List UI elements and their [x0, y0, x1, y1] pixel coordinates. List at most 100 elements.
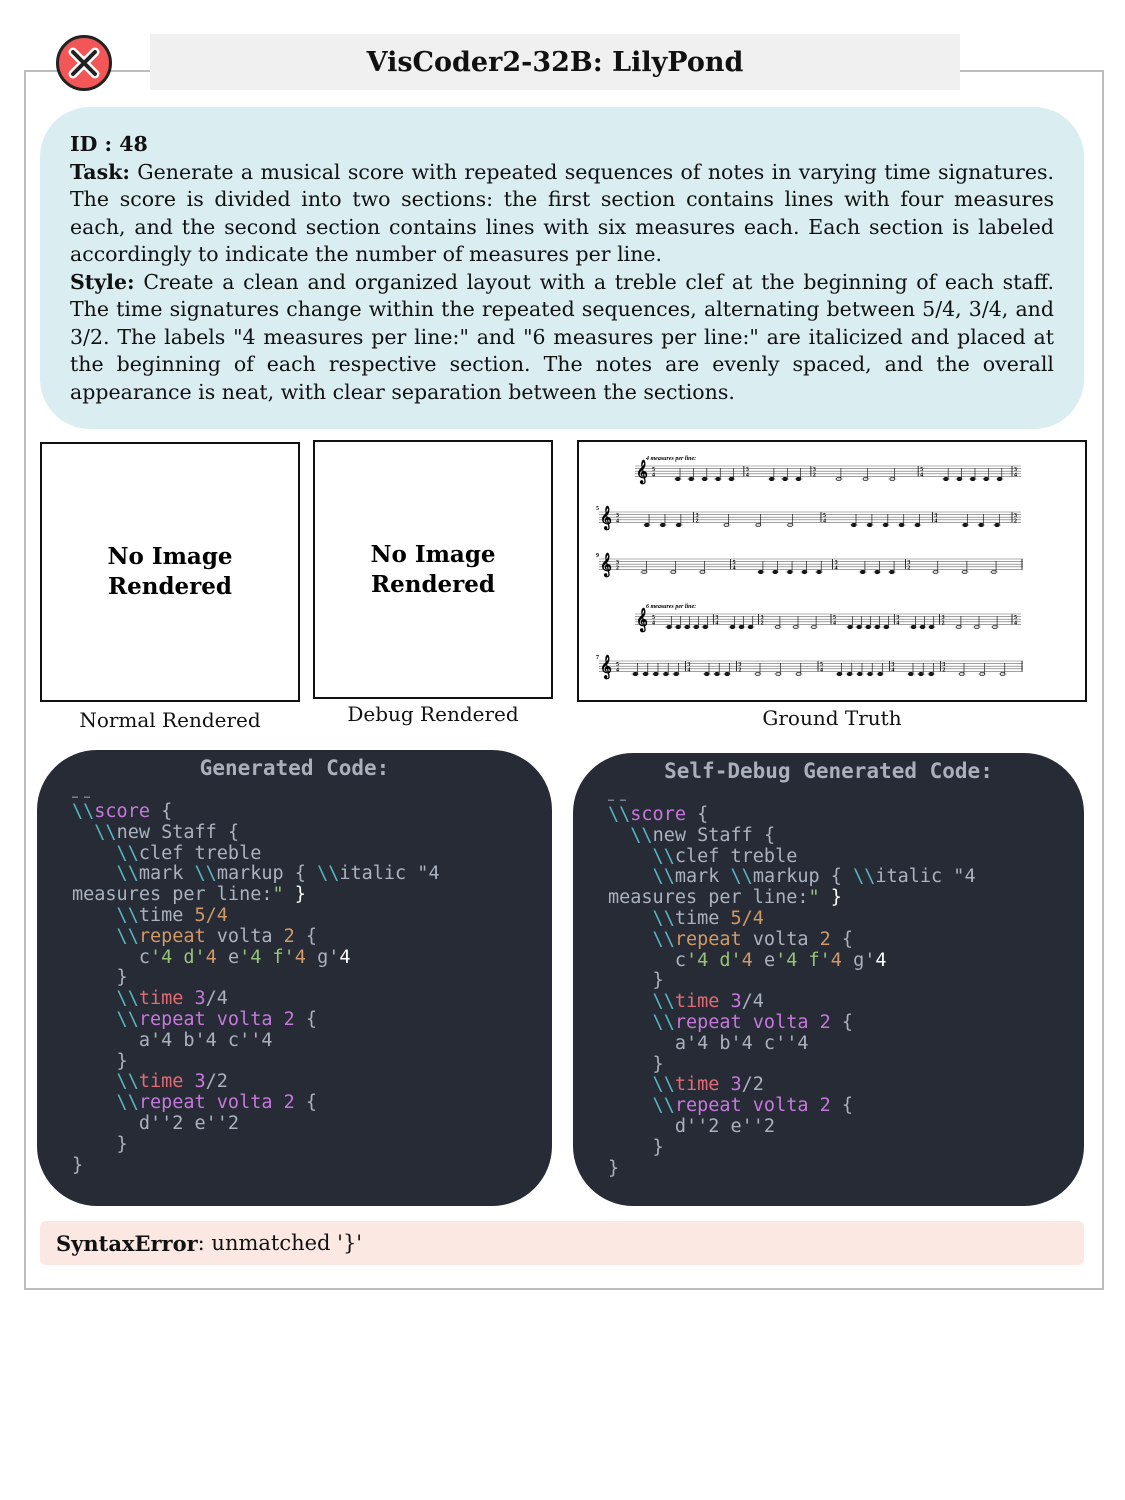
code-token: … … [608, 793, 627, 804]
code-token: clef treble [138, 842, 262, 864]
time-signature: 5 [823, 513, 826, 519]
code-line: \\new Staff { [72, 821, 552, 844]
no-image-text: Rendered [370, 570, 496, 598]
time-signature: 4 [823, 519, 826, 525]
code-line: \\score { [72, 801, 552, 823]
code-line: \\mark \\markup { \\italic "4 [72, 863, 552, 885]
time-signature: 2 [616, 566, 619, 572]
time-signature: 5 [733, 560, 736, 566]
code-token: time [138, 988, 195, 1010]
code-token: /4 [205, 988, 228, 1010]
measure-number: 5 [596, 506, 599, 512]
code-token: time [138, 904, 195, 926]
code-token: \\ [72, 863, 139, 885]
code-token: /2 [741, 1074, 764, 1096]
code-line: \\time 5/4 [72, 904, 552, 927]
code-token: \\ [608, 991, 675, 1013]
code-token: } [608, 1136, 664, 1158]
code-line: c'4 d'4 e'4 f'4 g'4 [72, 946, 552, 969]
code-line: measures per line:" } [72, 884, 552, 906]
code-token: '4 d' [685, 949, 742, 971]
time-signature: 5 [833, 615, 836, 621]
self-debug-code-panel: Self-Debug Generated Code: … … \\score { … [573, 753, 1084, 1206]
task-id: ID : 48 [70, 132, 148, 156]
code-token: \\ [72, 821, 117, 843]
code-token: g' [305, 946, 340, 968]
code-line: a'4 b'4 c''4 [608, 1033, 1084, 1055]
code-token: \\ [72, 1071, 139, 1093]
code-line: \\new Staff { [608, 825, 1084, 847]
code-token: \\ [853, 866, 876, 888]
error-type: SyntaxError [56, 1230, 198, 1256]
code-token: measures per line: [72, 884, 273, 906]
time-signature: 4 [896, 621, 899, 627]
code-block: … … \\score { \\new Staff { \\clef treble… [37, 790, 552, 1176]
code-token: { [685, 804, 709, 825]
code-token: \\ [72, 801, 95, 822]
time-signature: 3 [687, 662, 690, 668]
time-signature: 3 [715, 615, 718, 621]
treble-clef-icon: 𝄞 [600, 654, 612, 680]
code-token: time [674, 907, 731, 929]
time-signature: 3 [1014, 467, 1017, 473]
time-signature: 5 [652, 615, 655, 621]
code-token: 2 [283, 925, 295, 947]
time-signature: 4 [920, 473, 923, 479]
time-signature: 4 [733, 566, 736, 572]
code-token: \\ [72, 904, 139, 926]
ground-truth-panel: 𝄞 4 measures per line: 5 4 3 4 3 2 5 4 3 4 𝄞 5 3 4 3 2 5 4 3… [577, 440, 1087, 702]
treble-clef-icon: 𝄞 [636, 459, 648, 485]
time-signature: 3 [934, 513, 937, 519]
code-line: d''2 e''2 [608, 1115, 1084, 1138]
code-token: 2 [819, 1095, 831, 1117]
code-token: time [138, 1071, 195, 1093]
code-token: time [674, 1074, 731, 1096]
code-line: a'4 b'4 c''4 [72, 1030, 552, 1052]
code-token: markup { [752, 866, 854, 888]
code-line: \\time 3/4 [72, 988, 552, 1010]
code-token: } [72, 967, 128, 989]
code-line: \\mark \\markup { \\italic "4 [608, 866, 1084, 888]
time-signature: 3 [813, 467, 816, 473]
time-signature: 3 [746, 467, 749, 473]
code-line: d''2 e''2 [72, 1113, 552, 1135]
normal-rendered-caption: Normal Rendered [79, 708, 261, 732]
code-token: c [608, 949, 686, 971]
time-signature: 4 [833, 621, 836, 627]
code-token: volta [205, 925, 284, 947]
code-token: \\ [608, 1074, 675, 1096]
time-signature: 5 [652, 467, 655, 473]
time-signature: 2 [942, 621, 945, 627]
treble-clef-icon: 𝄞 [636, 607, 648, 633]
task-text: Generate a musical score with repeated s… [70, 159, 1054, 267]
time-signature: 5 [920, 467, 923, 473]
code-token: repeat volta [138, 1092, 284, 1114]
fail-x-icon [56, 35, 112, 91]
code-title: Generated Code: [199, 756, 390, 780]
code-line: } [72, 1051, 552, 1073]
code-line: \\repeat volta 2 { [608, 929, 1084, 951]
code-token: { [149, 801, 173, 822]
code-token: 2 [283, 1092, 295, 1114]
time-signature: 4 [835, 566, 838, 572]
code-token: repeat volta [138, 1008, 284, 1030]
code-line: } [608, 1136, 1084, 1159]
code-line: } [608, 970, 1084, 992]
code-token: 4 [339, 946, 351, 968]
code-token: \\ [608, 1011, 675, 1033]
code-token: } [819, 887, 842, 909]
code-token: } [608, 970, 664, 992]
time-signature: 2 [907, 566, 910, 572]
style-label: Style: [70, 269, 135, 294]
code-line: \\time 5/4 [608, 907, 1084, 930]
code-token: repeat [138, 925, 206, 947]
time-signature: 5 [1014, 615, 1017, 621]
code-line: } [72, 1134, 552, 1156]
code-token: 2 [283, 1008, 295, 1030]
code-token: d''2 e''2 [608, 1115, 776, 1137]
time-signature: 5 [820, 662, 823, 668]
code-token: 4 [830, 949, 842, 971]
code-line: measures per line:" } [608, 887, 1084, 909]
code-line: \\repeat volta 2 { [72, 925, 552, 948]
page-title: VisCoder2-32B: LilyPond [150, 34, 960, 90]
